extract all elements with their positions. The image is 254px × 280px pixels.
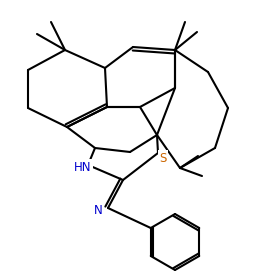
Text: S: S xyxy=(159,151,166,165)
Text: HN: HN xyxy=(74,160,91,174)
Text: N: N xyxy=(93,204,102,216)
